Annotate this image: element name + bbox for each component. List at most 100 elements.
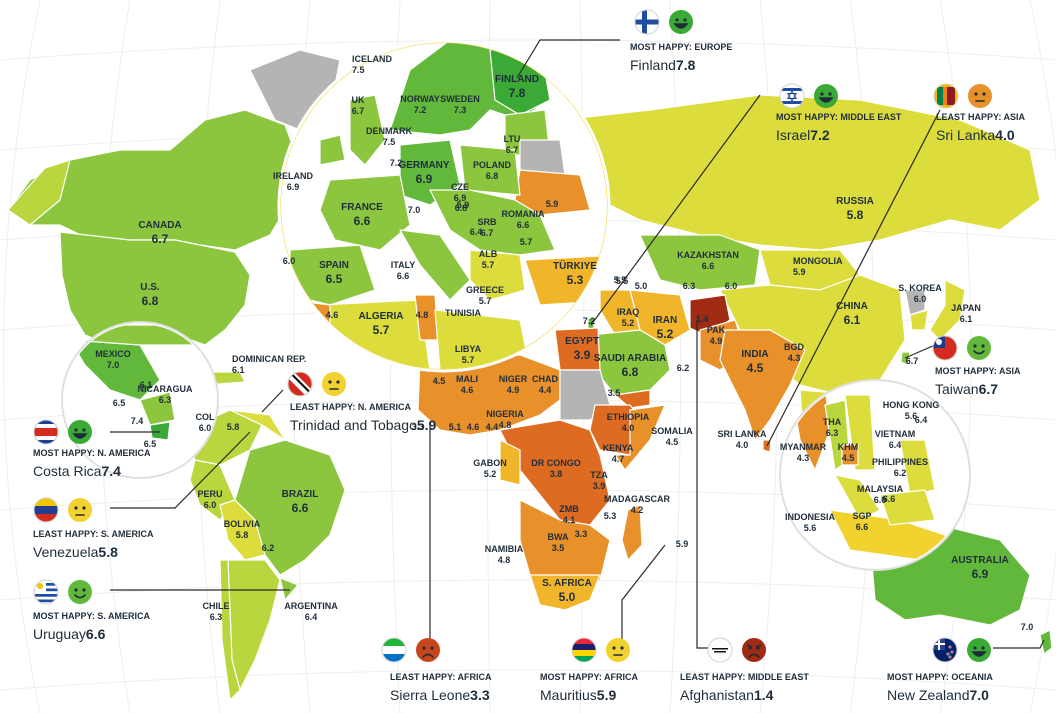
eu-france xyxy=(319,174,411,251)
happiness-score: 6.6 xyxy=(856,522,869,532)
country-name: PHILIPPINES xyxy=(872,457,928,467)
callout-country-name: Sierra Leone xyxy=(390,687,470,703)
happiness-score: 5.3 xyxy=(567,273,584,287)
value-label: 6.2 xyxy=(677,363,690,373)
afghanistan-flag xyxy=(707,637,733,663)
value-label: 6.4 xyxy=(915,415,928,425)
region-us xyxy=(59,231,251,351)
region-india xyxy=(719,329,806,441)
sierra-leone-flag xyxy=(381,637,407,663)
value-label: 7.0 xyxy=(408,205,421,215)
happiness-score: 6.8 xyxy=(486,171,499,181)
happiness-score: 6.6 xyxy=(397,271,410,281)
country-name: COL xyxy=(196,412,216,422)
callout-country-name: Uruguay xyxy=(33,626,86,642)
callout-trinidad-and-tobago: LEAST HAPPY: N. AMERICA Trinidad and Toba… xyxy=(287,371,437,433)
callout-score: 3.3 xyxy=(470,687,490,703)
value-label: 5.9 xyxy=(457,200,470,210)
happiness-score: 6.9 xyxy=(454,193,467,203)
country-name: POLAND xyxy=(473,160,512,170)
happiness-score: 6.8 xyxy=(622,365,639,379)
callout-country-name: Finland xyxy=(630,57,676,73)
leader-venezuela xyxy=(110,431,251,509)
country-name: HONG KONG xyxy=(883,400,940,410)
callout-country: Sierra Leone3.3 xyxy=(390,687,490,703)
leader-finland xyxy=(516,39,620,79)
happiness-score: 7.3 xyxy=(454,105,467,115)
happiness-score: 4.3 xyxy=(797,453,810,463)
callout-score: 7.4 xyxy=(101,463,121,479)
callout-heading: MOST HAPPY: OCEANIA xyxy=(887,672,993,682)
country-name: EGYPT xyxy=(565,336,599,347)
country-name: MEXICO xyxy=(95,349,131,359)
callout-taiwan: MOST HAPPY: ASIA Taiwan6.7 xyxy=(932,335,1021,397)
callout-heading: MOST HAPPY: N. AMERICA xyxy=(33,448,151,458)
leader-new-zealand xyxy=(993,639,1045,649)
happiness-score: 6.4 xyxy=(889,440,902,450)
callout-heading: MOST HAPPY: ASIA xyxy=(935,366,1021,376)
happiness-score: 6.1 xyxy=(232,365,245,375)
europe-magnifier xyxy=(277,39,611,373)
callout-country-name: Israel xyxy=(776,127,810,143)
country-name: ITALY xyxy=(391,260,416,270)
value-label: 3.3 xyxy=(575,529,588,539)
label-uk: UK6.7 xyxy=(352,95,365,116)
happiness-score: 4.6 xyxy=(461,385,474,395)
happiness-score: 7.0 xyxy=(107,360,120,370)
country-name: ROMANIA xyxy=(502,209,545,219)
country-name: MALI xyxy=(456,374,478,384)
callout-new-zealand: MOST HAPPY: OCEANIA New Zealand7.0 xyxy=(887,637,993,703)
region-bolivia xyxy=(219,499,266,561)
callout-score: 6.6 xyxy=(86,626,106,642)
country-name: SRI LANKA xyxy=(718,429,767,439)
happiness-score: 5.7 xyxy=(482,260,495,270)
happiness-score: 6.0 xyxy=(914,294,927,304)
happiness-score: 4.3 xyxy=(788,353,801,363)
callout-score: 5.9 xyxy=(597,687,617,703)
happiness-score: 4.1 xyxy=(563,515,576,525)
region-west-africa xyxy=(417,354,561,436)
callout-score: 6.7 xyxy=(979,381,999,397)
callout-venezuela: LEAST HAPPY: S. AMERICA Venezuela5.8 xyxy=(33,497,154,560)
eu-poland xyxy=(459,144,521,196)
region-chile xyxy=(219,559,241,701)
angry-face-icon xyxy=(742,638,766,662)
country-name: CHINA xyxy=(836,301,868,312)
value-label: 7.4 xyxy=(131,416,144,426)
region-alaska xyxy=(7,159,71,226)
callout-country-name: Costa Rica xyxy=(33,463,102,479)
happiness-score: 3.9 xyxy=(574,348,591,362)
happiness-score: 6.9 xyxy=(972,567,989,581)
label-u-s: U.S.6.8 xyxy=(140,282,160,308)
happiness-score: 5.6 xyxy=(905,411,918,421)
country-labels: CANADA6.7U.S.6.8MEXICO7.0NICARAGUA6.3COL… xyxy=(95,54,1009,622)
callout-country: New Zealand7.0 xyxy=(887,687,989,703)
country-name: BRAZIL xyxy=(282,489,319,500)
callout-finland: MOST HAPPY: EUROPE Finland7.8 xyxy=(630,9,732,73)
value-label: 5.0 xyxy=(635,281,648,291)
callout-country-name: Sri Lanka xyxy=(936,127,995,143)
value-label: 7.0 xyxy=(1021,622,1034,632)
country-name: SWEDEN xyxy=(440,94,480,104)
country-name: SPAIN xyxy=(319,260,349,271)
